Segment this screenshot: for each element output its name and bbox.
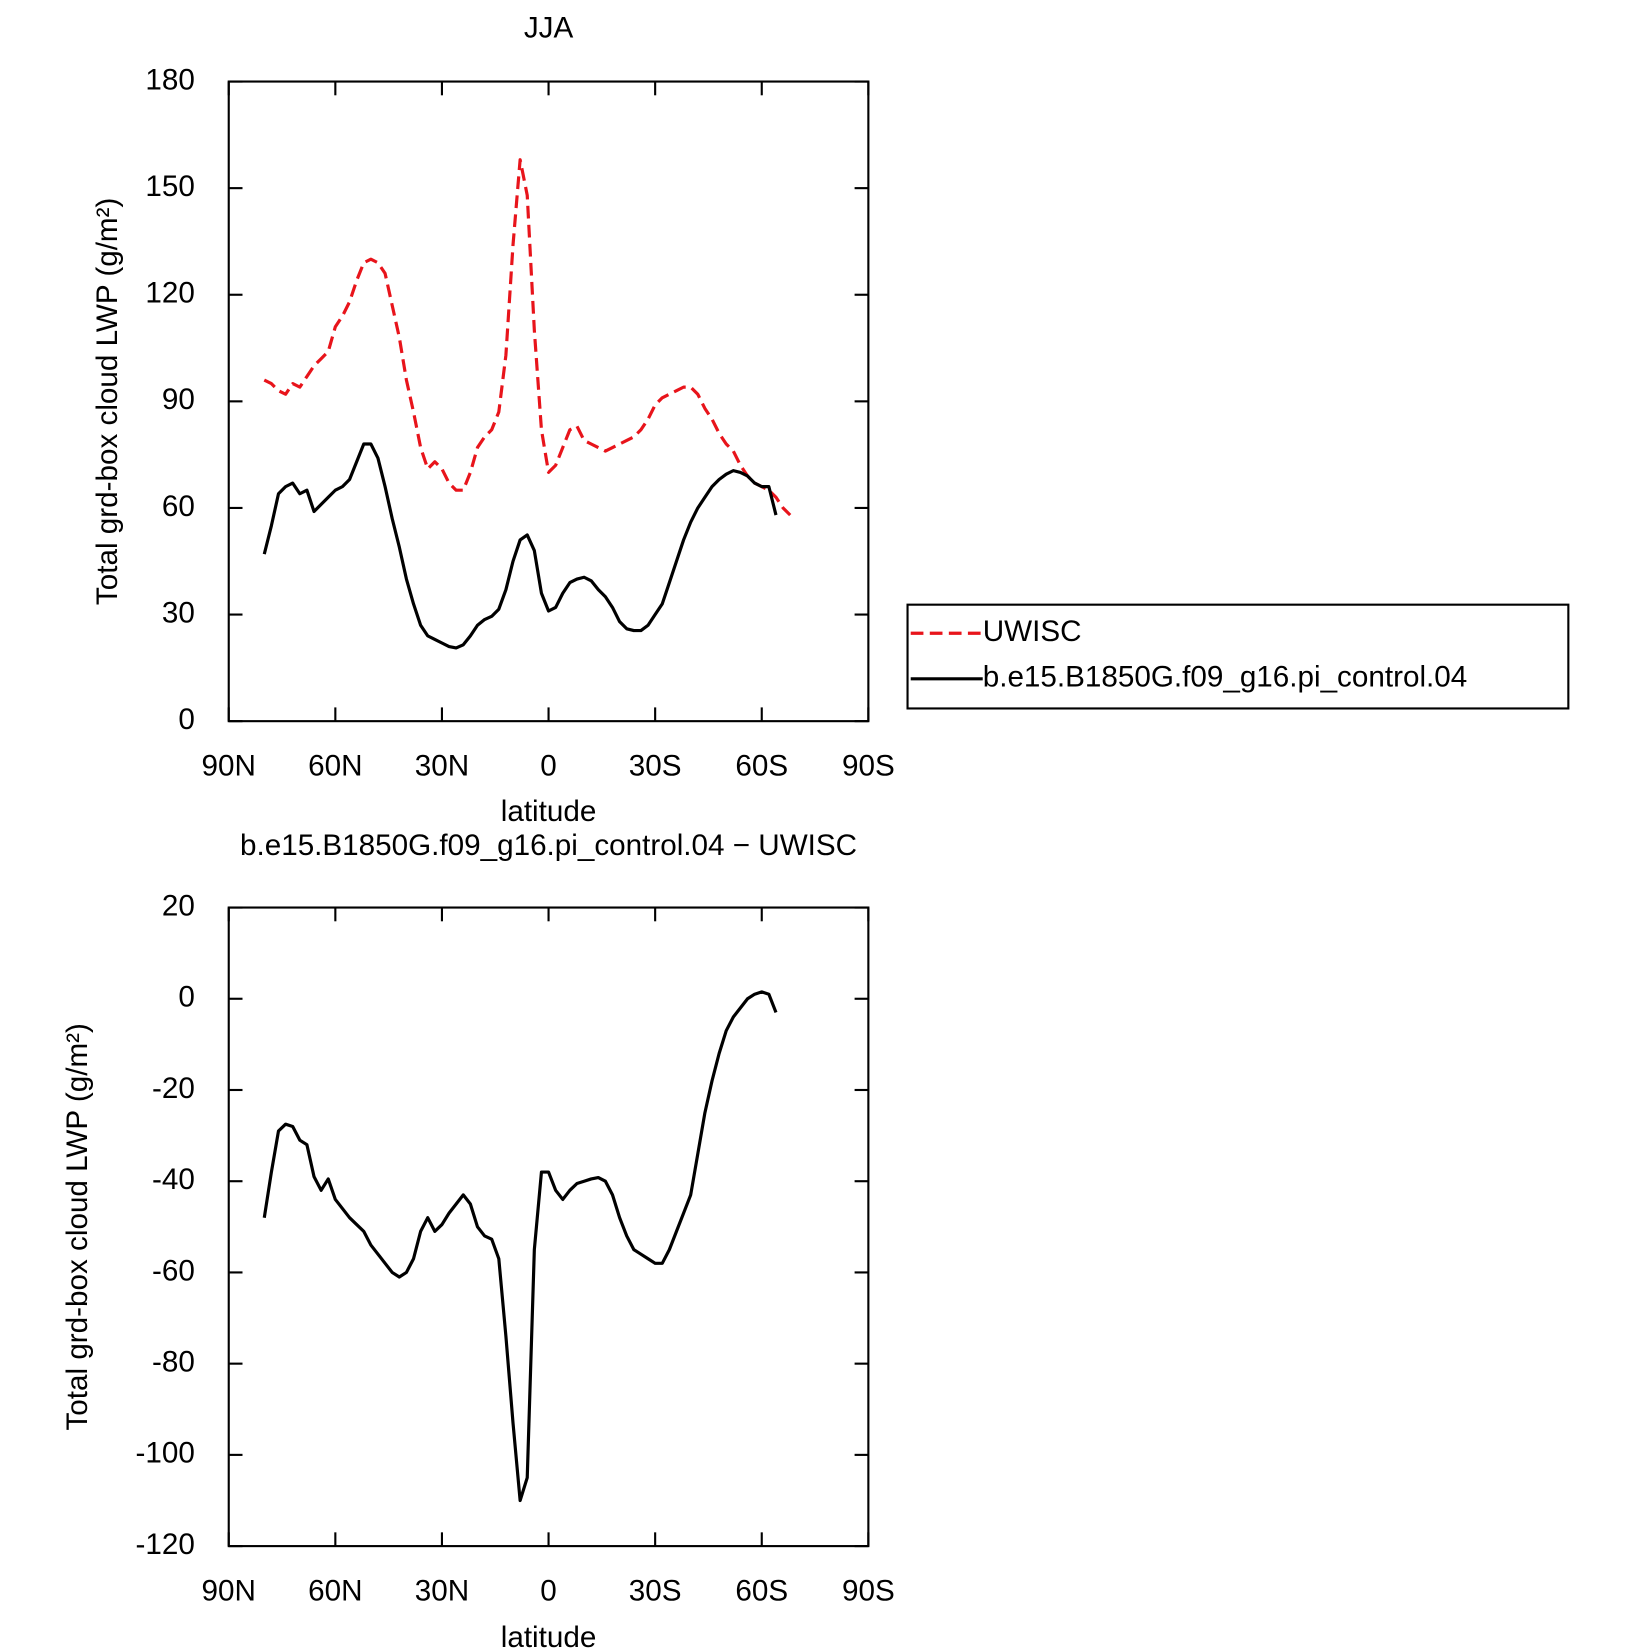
y-tick-label: 150: [145, 170, 194, 203]
x-tick-label: 0: [540, 750, 557, 783]
x-tick-label: 0: [540, 1575, 557, 1608]
x-tick-label: 30N: [415, 1575, 469, 1608]
x-tick-label: 30N: [415, 750, 469, 783]
x-axis-label: latitude: [501, 1621, 597, 1652]
y-tick-label: 0: [178, 981, 195, 1014]
x-tick-label: 60N: [308, 1575, 362, 1608]
y-tick-label: -60: [152, 1254, 195, 1287]
x-tick-label: 60S: [735, 1575, 788, 1608]
y-tick-label: 60: [162, 490, 195, 523]
y-tick-label: -100: [136, 1437, 195, 1470]
legend-label: b.e15.B1850G.f09_g16.pi_control.04: [983, 661, 1468, 694]
y-tick-label: 90: [162, 383, 195, 416]
x-tick-label: 90S: [842, 750, 895, 783]
y-tick-label: 120: [145, 277, 194, 310]
x-tick-label: 90S: [842, 1575, 895, 1608]
plot-frame: [227, 80, 870, 723]
data-line: [262, 442, 778, 650]
y-tick-label: 20: [162, 889, 195, 922]
chart-title: b.e15.B1850G.f09_g16.pi_control.04 − UWI…: [240, 829, 857, 862]
x-tick-label: 30S: [629, 750, 682, 783]
y-tick-label: -120: [136, 1528, 195, 1561]
y-tick-label: 180: [145, 63, 194, 96]
y-tick-label: -20: [152, 1072, 195, 1105]
y-tick-label: -80: [152, 1345, 195, 1378]
x-tick-label: 90N: [202, 750, 256, 783]
y-tick-label: -40: [152, 1163, 195, 1196]
legend-box: [906, 603, 1570, 710]
x-tick-label: 30S: [629, 1575, 682, 1608]
y-tick-label: 0: [178, 703, 195, 736]
x-tick-label: 90N: [202, 1575, 256, 1608]
y-tick-label: 30: [162, 596, 195, 629]
y-axis-label: Total grd-box cloud LWP (g/m²): [61, 1023, 94, 1430]
chart-title: JJA: [524, 11, 574, 44]
y-axis-label: Total grd-box cloud LWP (g/m²): [91, 198, 124, 605]
x-axis-label: latitude: [501, 795, 597, 828]
legend-label: UWISC: [983, 615, 1082, 648]
x-tick-label: 60N: [308, 750, 362, 783]
data-line: [263, 158, 792, 517]
data-line: [262, 990, 778, 1503]
x-tick-label: 60S: [735, 750, 788, 783]
